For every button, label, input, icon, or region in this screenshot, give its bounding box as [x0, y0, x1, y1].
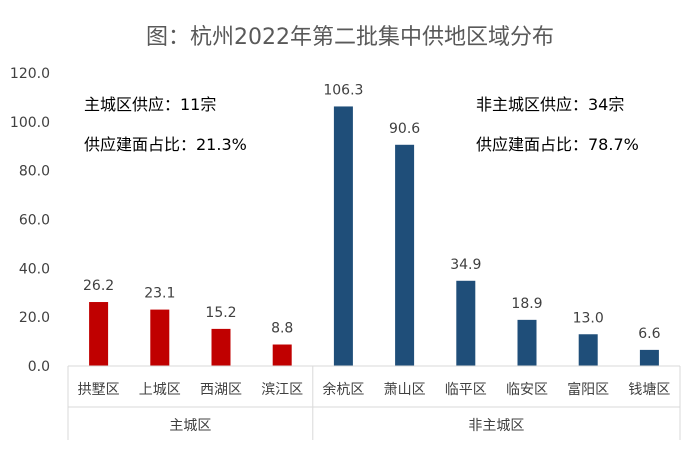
x-axis: 拱墅区 上城区 西湖区 滨江区 余杭区 萧山区 临平区 临安区 富阳区 钱塘区 — [68, 365, 680, 408]
y-tick-label: 40.0 — [19, 261, 50, 277]
bar — [456, 280, 476, 366]
bar — [89, 302, 109, 366]
y-axis: 0.0 20.0 40.0 60.0 80.0 100.0 120.0 — [10, 66, 50, 375]
bar — [272, 344, 292, 366]
data-label: 106.3 — [323, 82, 363, 98]
bar — [578, 334, 598, 366]
y-tick-label: 20.0 — [19, 310, 50, 326]
bars — [89, 106, 659, 366]
data-label: 6.6 — [638, 326, 660, 342]
y-tick-label: 0.0 — [28, 359, 50, 375]
data-label: 23.1 — [144, 286, 175, 302]
x-tick-label: 滨江区 — [261, 382, 303, 398]
data-label: 34.9 — [450, 257, 481, 273]
y-tick-label: 80.0 — [19, 164, 50, 180]
x-tick-label: 临安区 — [506, 382, 548, 398]
x-tick-label: 余杭区 — [322, 381, 364, 398]
y-tick-label: 120.0 — [10, 66, 50, 82]
y-tick-label: 60.0 — [19, 213, 50, 229]
value-labels: 26.2 23.1 15.2 8.8 106.3 90.6 34.9 18.9 13.0 6.6 — [83, 82, 661, 341]
x-tick-label: 西湖区 — [200, 382, 242, 398]
x-tick-label: 富阳区 — [567, 381, 609, 398]
data-label: 13.0 — [573, 310, 604, 326]
bar — [333, 106, 353, 366]
right-annotation-line2: 供应建面占比：78.7% — [476, 135, 639, 154]
bar — [639, 349, 659, 366]
x-tick-label: 钱塘区 — [628, 382, 670, 398]
y-tick-label: 100.0 — [10, 115, 50, 131]
data-label: 8.8 — [271, 321, 293, 337]
category-groups: 主城区 非主城区 — [67, 366, 681, 440]
bar — [150, 309, 170, 366]
x-tick-label: 临平区 — [445, 382, 487, 398]
group-label: 非主城区 — [468, 418, 524, 434]
data-label: 90.6 — [389, 121, 420, 137]
x-tick-label: 拱墅区 — [78, 382, 120, 398]
x-tick-label: 萧山区 — [384, 382, 426, 398]
bar — [517, 319, 537, 366]
left-annotation-line1: 主城区供应：11宗 — [84, 95, 216, 114]
chart-title: 图：杭州2022年第二批集中供地区域分布 — [146, 25, 554, 50]
left-annotation-line2: 供应建面占比：21.3% — [84, 135, 247, 154]
data-label: 26.2 — [83, 278, 114, 294]
bar — [211, 328, 231, 366]
x-tick-label: 上城区 — [139, 382, 181, 398]
bar — [395, 144, 415, 366]
data-label: 18.9 — [511, 296, 542, 312]
group-label: 主城区 — [169, 418, 211, 434]
data-label: 15.2 — [205, 305, 236, 321]
right-annotation-line1: 非主城区供应：34宗 — [476, 95, 624, 114]
